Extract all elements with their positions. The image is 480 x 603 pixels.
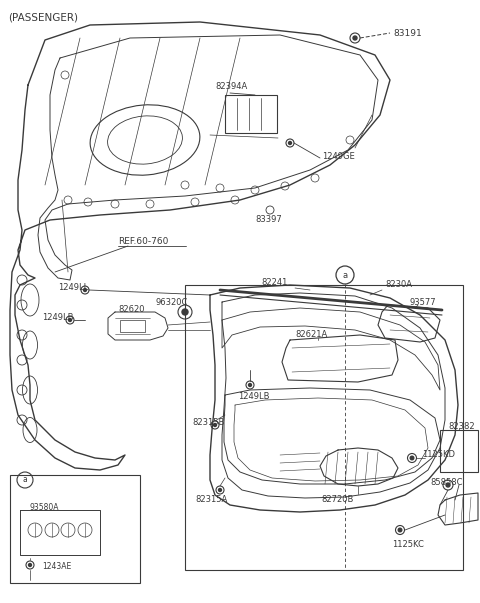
- Text: 82315B: 82315B: [192, 418, 224, 427]
- Text: 82315A: 82315A: [195, 495, 227, 504]
- Circle shape: [410, 456, 414, 460]
- Text: 1125KC: 1125KC: [392, 540, 424, 549]
- Bar: [225, 95, 277, 133]
- Circle shape: [214, 423, 216, 426]
- Text: 96320C: 96320C: [155, 298, 187, 307]
- Text: 1249LB: 1249LB: [238, 392, 269, 401]
- Text: a: a: [342, 271, 348, 280]
- Text: 82720B: 82720B: [322, 495, 354, 504]
- Text: a: a: [23, 476, 27, 484]
- Text: (PASSENGER): (PASSENGER): [8, 12, 78, 22]
- Text: 1249LB: 1249LB: [42, 313, 73, 322]
- Circle shape: [28, 563, 32, 566]
- Text: 1243AE: 1243AE: [42, 562, 71, 571]
- Text: 82394A: 82394A: [215, 82, 247, 91]
- Text: 82620: 82620: [118, 305, 144, 314]
- Circle shape: [69, 318, 72, 321]
- Circle shape: [398, 528, 402, 532]
- Circle shape: [446, 483, 450, 487]
- Circle shape: [288, 142, 291, 145]
- Bar: [10, 475, 140, 583]
- Text: 82241: 82241: [262, 278, 288, 287]
- Text: 93577: 93577: [410, 298, 437, 307]
- Text: 1249GE: 1249GE: [322, 152, 355, 161]
- Text: REF.60-760: REF.60-760: [118, 237, 168, 246]
- Text: 1125KD: 1125KD: [422, 450, 455, 459]
- Circle shape: [84, 288, 86, 291]
- Bar: [120, 320, 145, 332]
- Text: 93580A: 93580A: [30, 503, 60, 512]
- Text: 83397: 83397: [255, 215, 282, 224]
- Circle shape: [182, 309, 188, 315]
- Bar: [185, 285, 463, 570]
- Text: 83191: 83191: [393, 29, 422, 38]
- Text: 1249LL: 1249LL: [58, 283, 88, 292]
- Text: 8230A: 8230A: [385, 280, 412, 289]
- Text: 85858C: 85858C: [430, 478, 463, 487]
- Circle shape: [353, 36, 357, 40]
- Circle shape: [218, 488, 221, 491]
- Text: 82621A: 82621A: [295, 330, 327, 339]
- Circle shape: [249, 384, 252, 387]
- Bar: [440, 430, 478, 472]
- Text: 82382: 82382: [448, 422, 475, 431]
